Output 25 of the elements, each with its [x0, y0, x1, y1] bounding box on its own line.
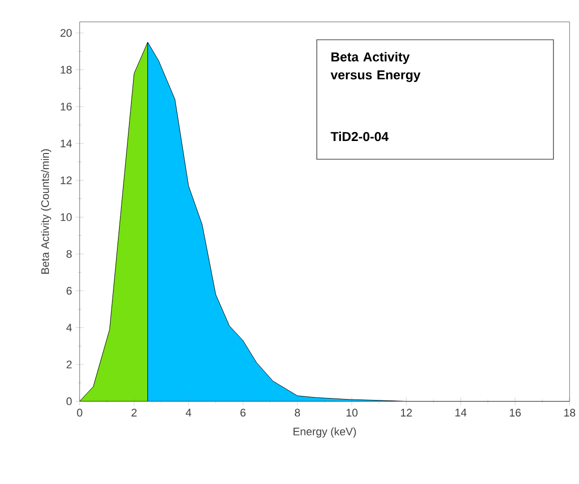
y-tick-label: 6: [66, 286, 72, 295]
y-tick-label: 16: [60, 102, 72, 111]
y-tick-label: 10: [60, 213, 72, 222]
y-tick-label: 18: [60, 66, 72, 74]
x-tick-label: 8: [294, 408, 300, 417]
x-tick-label: 0: [77, 408, 82, 417]
y-axis-title: Beta Activity (Counts/min): [40, 149, 52, 274]
x-tick-label: 12: [401, 408, 412, 416]
y-tick-label: 2: [66, 360, 72, 368]
y-tick-label: 4: [66, 324, 72, 332]
text: Beta Activity versus Energy: [330, 52, 420, 82]
y-tick-label: 14: [60, 140, 72, 148]
annotation: TiD2-0-04: [330, 132, 389, 142]
x-tick-label: 4: [186, 408, 192, 416]
x-tick-label: 14: [455, 408, 466, 416]
x-tick-label: 10: [346, 408, 358, 417]
x-tick-label: 16: [510, 408, 521, 417]
x-tick-label: 2: [132, 408, 137, 416]
x-tick-label: 18: [564, 408, 576, 417]
x-axis-title: Energy (keV): [294, 427, 356, 438]
y-tick-label: 0: [66, 397, 72, 406]
y-tick-label: 12: [60, 176, 72, 184]
y-tick-label: 20: [60, 29, 72, 37]
x-tick-label: 6: [240, 408, 246, 417]
y-tick-label: 8: [66, 250, 72, 258]
